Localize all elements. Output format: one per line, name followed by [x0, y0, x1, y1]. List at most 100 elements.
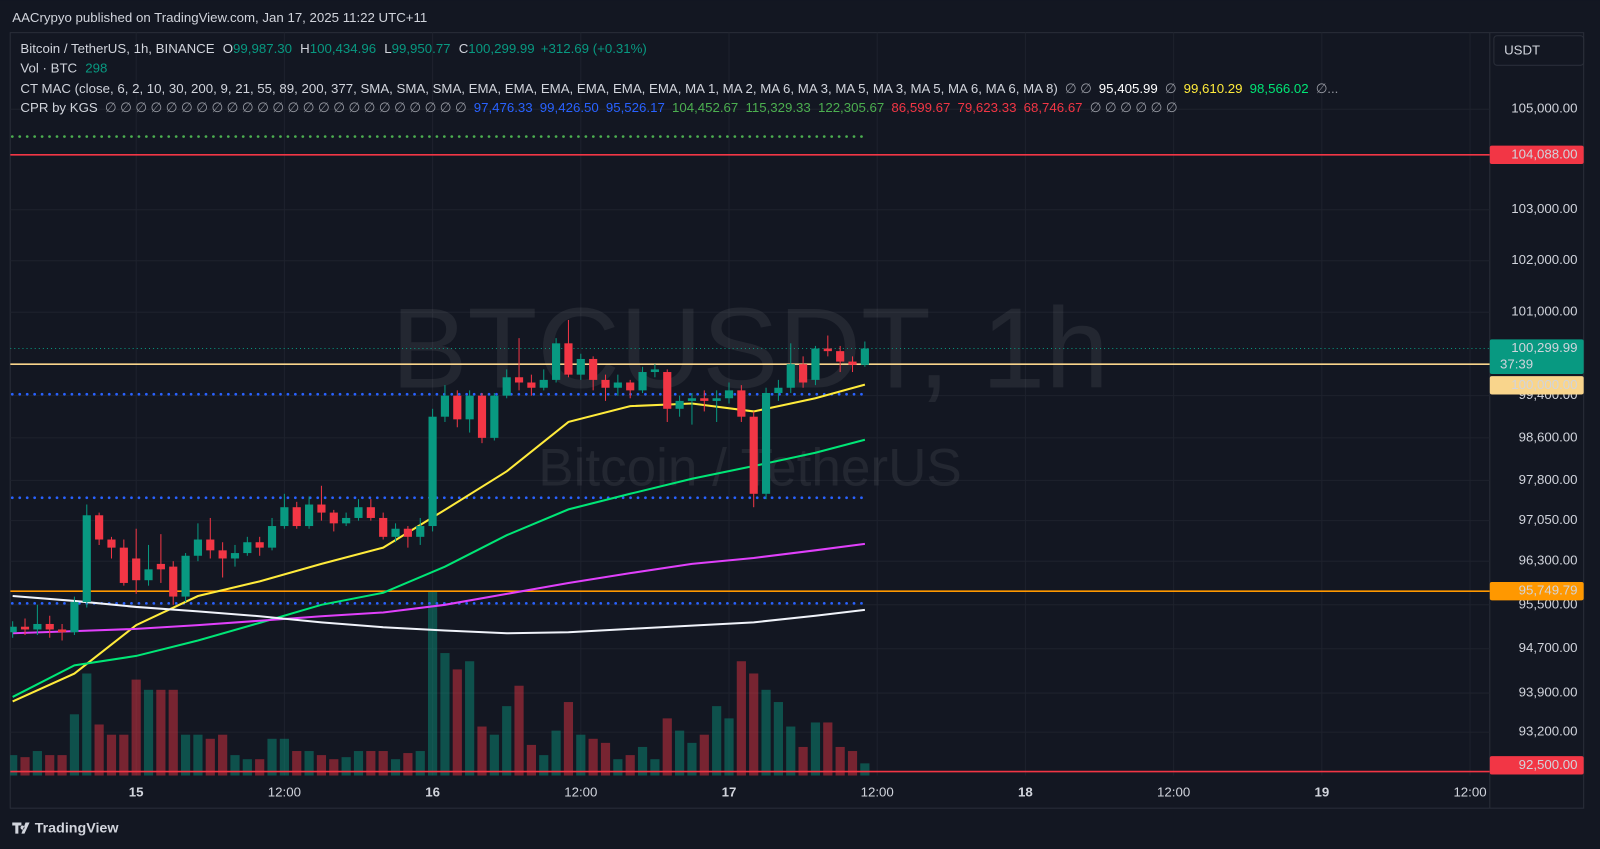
y-tick-label: 93,200.00 [1519, 724, 1578, 739]
level-tag [1489, 145, 1584, 165]
candle-body [305, 504, 314, 527]
plot-area [10, 135, 1490, 776]
candle-body [786, 364, 795, 388]
volume-bar [613, 759, 623, 776]
candle-body [552, 343, 561, 380]
y-tick-label: 105,000.00 [1511, 101, 1577, 116]
legend-indicator-item: 99,610.29 [1184, 80, 1243, 95]
ma-line [12, 438, 866, 698]
volume-bar [106, 734, 117, 776]
candle-body [169, 566, 178, 597]
candle-body [650, 369, 659, 373]
volume-bar [637, 746, 648, 776]
countdown: 37:39 [1500, 356, 1533, 371]
legend-ohlc-value: 100,299.99 [468, 40, 534, 55]
y-tick-label: 96,300.00 [1519, 553, 1578, 568]
candle-body [218, 550, 227, 559]
level-tag-label: 100,000.00 [1511, 377, 1577, 392]
volume-bar [650, 759, 660, 776]
legend-volume-title: Vol · BTC [20, 60, 77, 75]
volume-bar [440, 653, 450, 776]
ma-line [12, 542, 866, 635]
candle-body [502, 377, 511, 396]
candle-body [700, 398, 709, 401]
candle-body [811, 348, 820, 380]
candle-body [107, 539, 116, 548]
legend-indicator-item: ∅... [1316, 80, 1339, 95]
candle-body [230, 553, 240, 559]
candle-body [379, 517, 388, 537]
legend-indicator-item: 98,566.02 [1250, 80, 1309, 95]
legend-ohlc-key: H [300, 40, 310, 55]
volume-bar [242, 759, 252, 776]
x-tick-label: 12:00 [268, 784, 301, 799]
volume-bar [32, 751, 42, 776]
volume-bar [712, 706, 722, 776]
candle-body [267, 526, 277, 548]
legend-cpr-value: 115,329.33 [745, 100, 810, 115]
candle-body [416, 526, 425, 537]
level-tag-label: 92,500.00 [1519, 757, 1578, 772]
candle-body [576, 358, 585, 375]
legend-ohlc-value: 99,950.77 [392, 40, 451, 55]
level-tag-label: 95,749.79 [1519, 583, 1578, 598]
candle-body [403, 528, 412, 537]
currency-box[interactable] [1493, 35, 1585, 66]
volume-bar [193, 734, 203, 776]
candle-body [749, 416, 758, 494]
candle-body [144, 569, 153, 581]
volume-bar [82, 673, 92, 776]
candle-body [132, 558, 141, 581]
volume-bar [514, 685, 524, 776]
level-tag [1489, 581, 1584, 601]
volume-bar [502, 706, 512, 776]
volume-bar [180, 734, 191, 776]
legend-cpr-value: 97,476.33 [474, 100, 533, 115]
level-tag [1489, 756, 1584, 775]
volume-bar [662, 718, 672, 776]
candle-body [181, 555, 190, 597]
x-tick-label: 15 [129, 784, 144, 799]
candle-body [860, 348, 869, 365]
last-price-label: 100,299.99 [1511, 340, 1577, 355]
volume-bar [823, 722, 833, 776]
volume-bar [600, 742, 611, 776]
volume-bar [156, 689, 166, 776]
candle-body [243, 542, 252, 554]
candle-body [206, 539, 215, 551]
volume-bar [57, 755, 67, 776]
candle-body [638, 372, 647, 391]
brand-logo [12, 822, 30, 834]
volume-bar [353, 751, 364, 776]
candle-body [613, 382, 622, 388]
last-price-tag [1489, 339, 1584, 375]
legend-symbol: Bitcoin / TetherUS, 1h, BINANCE [20, 40, 214, 55]
volume-bar [810, 722, 821, 776]
legend-cpr-value: 86,599.67 [891, 100, 950, 115]
y-tick-label: 98,600.00 [1519, 429, 1578, 444]
x-tick-label: 12:00 [861, 784, 894, 799]
volume-bar [847, 751, 858, 776]
candle-body [280, 507, 289, 527]
legend-ohlc-key: O [223, 40, 233, 55]
currency[interactable]: USDT [1504, 43, 1540, 58]
watermark-symbol: BTCUSDT, 1h [391, 285, 1109, 412]
volume-bar [279, 738, 289, 776]
legend-volume-value: 298 [85, 60, 107, 75]
y-tick-label: 102,000.00 [1511, 252, 1577, 267]
legend-cpr-null: ∅ ∅ ∅ ∅ ∅ ∅ ∅ ∅ ∅ ∅ ∅ ∅ ∅ ∅ ∅ ∅ ∅ ∅ ∅ ∅ … [105, 100, 467, 115]
volume-bar [366, 751, 376, 776]
volume-bar [427, 591, 438, 776]
volume-bar [563, 702, 574, 776]
volume-bar [761, 689, 771, 776]
candle-body [317, 504, 326, 513]
ma-line [12, 383, 866, 703]
y-tick-label: 97,050.00 [1519, 512, 1578, 527]
candle-body [601, 379, 610, 388]
volume-bar [292, 751, 302, 776]
y-tick-label: 103,000.00 [1511, 201, 1577, 216]
legend-ohlc-key: L [384, 40, 391, 55]
candle-body [514, 377, 524, 383]
legend-cpr-name: CPR by KGS [20, 100, 97, 115]
legend-change: +312.69 (+0.31%) [541, 40, 647, 55]
